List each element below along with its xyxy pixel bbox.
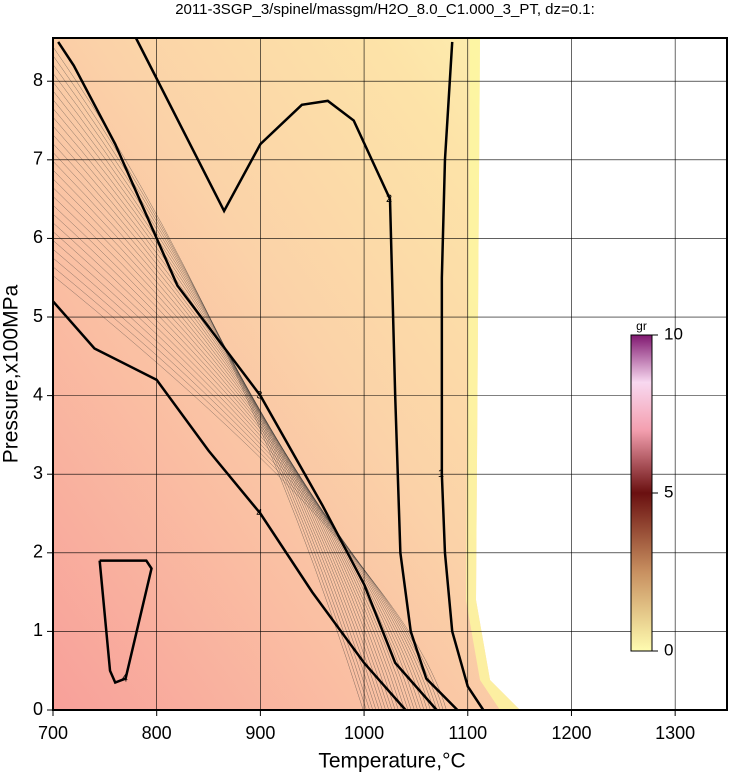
minor-contour: [52, 187, 415, 711]
x-tick-label: 1300: [655, 723, 695, 743]
y-tick-label: 1: [33, 620, 43, 640]
minor-contour: [52, 152, 402, 711]
y-tick-label: 2: [33, 542, 43, 562]
y-tick-label: 4: [33, 384, 43, 404]
colorbar-label: gr: [636, 319, 647, 333]
y-axis-label: Pressure,x100MPa: [0, 284, 23, 463]
contour-line: [440, 41, 485, 711]
field-edge: [466, 38, 520, 710]
contour-label: 4: [256, 507, 262, 519]
x-tick-label: 800: [142, 723, 172, 743]
colorbar-tick-label: 10: [664, 324, 683, 343]
minor-contour: [52, 196, 418, 711]
y-tick-label: 5: [33, 306, 43, 326]
chart-title: 2011-3SGP_3/spinel/massgm/H2O_8.0_C1.000…: [175, 1, 595, 18]
x-tick-label: 700: [38, 723, 68, 743]
contour-line: [57, 41, 438, 711]
x-tick-label: 900: [245, 723, 275, 743]
x-tick-label: 1000: [344, 723, 384, 743]
contour-line: [134, 37, 459, 711]
contour-label: 3: [256, 390, 262, 402]
colorbar-tick-label: 5: [664, 482, 673, 501]
x-axis-label: Temperature,°C: [318, 750, 465, 773]
minor-contour: [52, 231, 431, 711]
colorbar: [630, 334, 653, 652]
minor-contour: [52, 169, 409, 711]
minor-contour: [52, 143, 399, 711]
plot-frame: [52, 37, 728, 711]
minor-contour: [52, 222, 428, 711]
contour-line: [98, 559, 153, 685]
x-tick-label: 1200: [551, 723, 591, 743]
colorbar-tick-label: 0: [664, 640, 673, 659]
minor-contour: [52, 275, 447, 711]
x-tick-label: 1100: [448, 723, 487, 743]
contour-label: 2: [386, 193, 392, 205]
y-tick-label: 0: [33, 699, 43, 719]
contour-line: [52, 300, 407, 711]
field: [53, 38, 520, 710]
contour-label: 1: [438, 468, 444, 480]
minor-contour: [52, 266, 444, 711]
y-tick-label: 7: [33, 149, 43, 169]
contour-label: 4: [122, 672, 128, 684]
minor-contour: [52, 213, 425, 711]
y-tick-label: 8: [33, 70, 43, 90]
minor-contour: [52, 205, 422, 711]
y-tick-label: 3: [33, 463, 43, 483]
minor-contour: [52, 249, 438, 711]
y-tick-label: 6: [33, 227, 43, 247]
